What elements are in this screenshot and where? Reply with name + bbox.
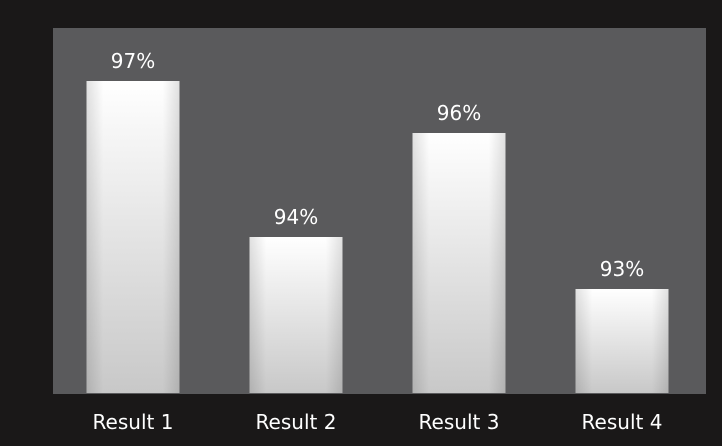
- category-label-1: Result 1: [93, 410, 174, 434]
- category-label-3: Result 3: [419, 410, 500, 434]
- value-label-4: 93%: [600, 257, 644, 281]
- bar-shading-4: [576, 289, 669, 393]
- value-label-3: 96%: [437, 101, 481, 125]
- bar-shading-3: [413, 133, 506, 393]
- value-label-1: 97%: [111, 49, 155, 73]
- category-label-2: Result 2: [256, 410, 337, 434]
- value-label-2: 94%: [274, 205, 318, 229]
- bar-shading-1: [87, 81, 180, 393]
- bar-shading-2: [250, 237, 343, 393]
- category-label-4: Result 4: [582, 410, 663, 434]
